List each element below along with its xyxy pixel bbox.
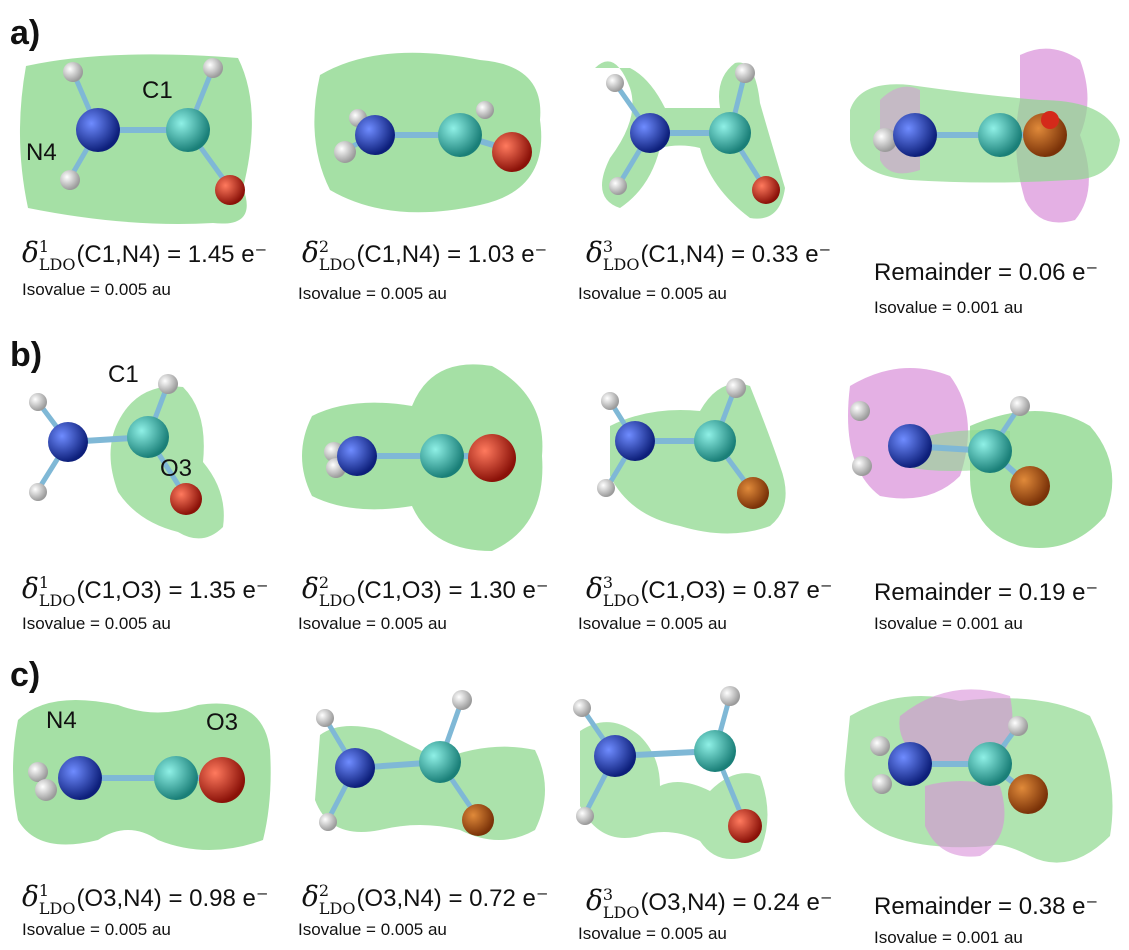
row-label-c: c)	[10, 656, 41, 694]
molecule-a2	[314, 52, 542, 213]
caption-a3-sup: 3	[602, 237, 614, 256]
panel-a3	[580, 48, 830, 228]
caption-a3-pair: (C1,N4)	[640, 241, 725, 268]
caption-a2-value: = 1.03 e⁻	[447, 241, 548, 268]
caption-a3: δ 3 LDO (C1,N4) = 0.33 e⁻	[586, 236, 832, 274]
panel-b2	[292, 356, 562, 556]
caption-b3: δ 3 LDO (C1,O3) = 0.87 e⁻	[586, 572, 833, 610]
molecule-c3	[573, 686, 768, 859]
caption-b1-sup: 1	[38, 573, 50, 592]
caption-c1-sub: LDO	[38, 899, 76, 918]
isovalue-c2: Isovalue = 0.005 au	[298, 920, 447, 939]
panel-a1: N4 C1	[8, 48, 278, 228]
caption-b3-pair: (C1,O3)	[640, 577, 726, 604]
caption-a1-pair: (C1,N4)	[76, 241, 161, 268]
caption-c1: δ 1 LDO (O3,N4) = 0.98 e⁻	[22, 880, 269, 918]
molecule-c4	[844, 689, 1113, 863]
remainder-c: Remainder = 0.38 e⁻	[874, 893, 1099, 920]
panel-c2	[300, 680, 560, 860]
caption-b3-value: = 0.87 e⁻	[732, 577, 833, 604]
caption-b2-value: = 1.30 e⁻	[448, 577, 549, 604]
caption-c2-value: = 0.72 e⁻	[448, 885, 549, 912]
caption-c3-value: = 0.24 e⁻	[732, 889, 833, 916]
row-label-a: a)	[10, 14, 41, 52]
caption-a3-sub: LDO	[602, 255, 640, 274]
caption-a1-sub: LDO	[38, 255, 76, 274]
molecule-a3	[595, 61, 785, 219]
caption-c2-sup: 2	[318, 881, 330, 900]
atom-label-o3: O3	[160, 455, 192, 482]
caption-c2: δ 2 LDO (O3,N4) = 0.72 e⁻	[302, 880, 549, 918]
row-label-b: b)	[10, 336, 43, 374]
caption-a1-value: = 1.45 e⁻	[167, 241, 268, 268]
caption-a1-sup: 1	[38, 237, 50, 256]
isovalue-a2: Isovalue = 0.005 au	[298, 284, 447, 303]
isovalue-a1: Isovalue = 0.005 au	[22, 280, 171, 299]
panel-b3	[580, 356, 830, 556]
molecule-b3	[597, 378, 786, 534]
caption-b2-pair: (C1,O3)	[356, 577, 442, 604]
caption-c1-value: = 0.98 e⁻	[168, 885, 269, 912]
molecule-b1: C1 O3	[29, 361, 224, 539]
panel-c1: N4 O3	[8, 690, 278, 860]
caption-b2-sup: 2	[318, 573, 330, 592]
caption-b1-sub: LDO	[38, 591, 76, 610]
isovalue-c1: Isovalue = 0.005 au	[22, 920, 171, 939]
molecule-a4	[850, 48, 1120, 223]
caption-a2-sub: LDO	[318, 255, 356, 274]
isovalue-c3: Isovalue = 0.005 au	[578, 924, 727, 943]
caption-c1-sup: 1	[38, 881, 50, 900]
isovalue-b2: Isovalue = 0.005 au	[298, 614, 447, 633]
molecule-b4	[848, 368, 1113, 548]
isovalue-b1: Isovalue = 0.005 au	[22, 614, 171, 633]
atom-label-o3: O3	[206, 709, 238, 736]
caption-b2: δ 2 LDO (C1,O3) = 1.30 e⁻	[302, 572, 549, 610]
atom-label-c1: C1	[142, 77, 173, 104]
caption-c2-sub: LDO	[318, 899, 356, 918]
caption-c3-sup: 3	[602, 885, 614, 904]
caption-b1: δ 1 LDO (C1,O3) = 1.35 e⁻	[22, 572, 269, 610]
caption-a3-value: = 0.33 e⁻	[731, 241, 832, 268]
molecule-c1: N4 O3	[13, 700, 271, 850]
caption-a2-pair: (C1,N4)	[356, 241, 441, 268]
caption-c3-sub: LDO	[602, 903, 640, 922]
isovalue-b4: Isovalue = 0.001 au	[874, 614, 1023, 633]
panel-a2	[300, 40, 560, 230]
remainder-a: Remainder = 0.06 e⁻	[874, 259, 1099, 286]
molecule-c2	[315, 690, 545, 840]
caption-a2-sup: 2	[318, 237, 330, 256]
isovalue-b3: Isovalue = 0.005 au	[578, 614, 727, 633]
caption-b1-pair: (C1,O3)	[76, 577, 162, 604]
isovalue-a4: Isovalue = 0.001 au	[874, 298, 1023, 317]
atom-label-c1: C1	[108, 361, 139, 388]
caption-c1-pair: (O3,N4)	[76, 885, 162, 912]
caption-b3-sub: LDO	[602, 591, 640, 610]
panel-b1: C1 O3	[8, 352, 268, 552]
panel-a4	[840, 40, 1125, 235]
isovalue-a3: Isovalue = 0.005 au	[578, 284, 727, 303]
atom-label-n4: N4	[26, 139, 57, 166]
caption-c2-pair: (O3,N4)	[356, 885, 442, 912]
isovalue-c4: Isovalue = 0.001 au	[874, 928, 1023, 947]
panel-c3	[560, 676, 820, 876]
caption-b3-sup: 3	[602, 573, 614, 592]
panel-b4	[840, 356, 1125, 556]
remainder-b: Remainder = 0.19 e⁻	[874, 579, 1099, 606]
caption-c3-pair: (O3,N4)	[640, 889, 726, 916]
caption-a1: δ 1 LDO (C1,N4) = 1.45 e⁻	[22, 236, 268, 274]
caption-b1-value: = 1.35 e⁻	[168, 577, 269, 604]
caption-a2: δ 2 LDO (C1,N4) = 1.03 e⁻	[302, 236, 548, 274]
caption-b2-sub: LDO	[318, 591, 356, 610]
atom-label-n4: N4	[46, 707, 77, 734]
panel-c4	[840, 676, 1125, 876]
molecule-b2	[302, 364, 543, 551]
caption-c3: δ 3 LDO (O3,N4) = 0.24 e⁻	[586, 884, 833, 922]
molecule-a1: N4 C1	[19, 54, 252, 224]
